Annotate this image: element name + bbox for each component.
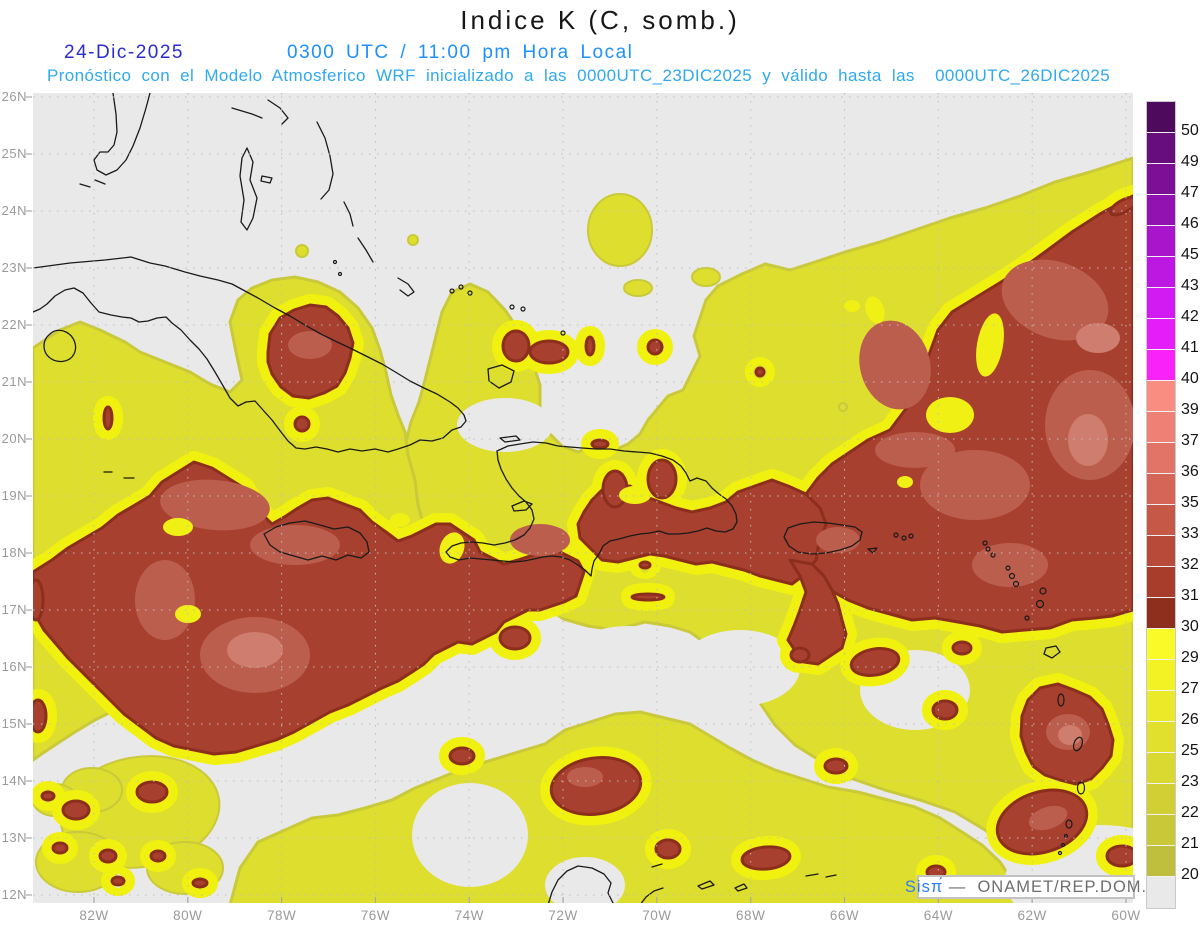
y-axis-tick-label: 15N [1,716,27,731]
y-axis-tick-label: 21N [1,374,27,389]
colorbar [1146,101,1176,909]
colorbar-cell [1147,629,1175,660]
colorbar-cell [1147,164,1175,195]
colorbar-level-label: 35.2 [1181,494,1200,511]
y-axis-tick-label: 16N [1,659,27,674]
x-axis-tick-label: 70W [642,908,672,923]
y-axis-tick-label: 26N [1,88,27,104]
watermark-badge: Sisπ́ — ONAMET/REP.DOM. [905,875,1146,899]
colorbar-level-label: 23.9 [1181,773,1200,790]
colorbar-cell [1147,350,1175,381]
x-axis-tick-label: 72W [548,908,578,923]
coastlines [33,93,1089,903]
colorbar-level-label: 37.8 [1181,432,1200,449]
x-axis-tick-label: 62W [1017,908,1047,923]
y-axis-tick-label: 20N [1,431,27,446]
y-axis-tick-label: 13N [1,830,27,846]
colorbar-cell [1147,226,1175,257]
axis-ticks [26,96,1127,903]
colorbar-cell [1147,846,1175,877]
x-axis-tick-label: 74W [454,908,484,923]
model-subtitle: Pronóstico con el Modelo Atmosferico WRF… [47,66,1111,85]
x-axis-tick-label: 68W [736,908,766,923]
colorbar-level-label: 36.5 [1181,463,1200,480]
colorbar-level-label: 30 [1181,618,1199,635]
y-axis-tick-label: 19N [1,488,27,503]
colorbar-level-label: 49.1 [1181,153,1200,170]
colorbar-level-label: 20 [1181,866,1199,883]
y-axis-tick-label: 18N [1,545,27,560]
y-axis-tick-label: 24N [1,202,27,218]
x-axis-tick-label: 80W [173,908,203,923]
colorbar-cell [1147,381,1175,412]
yellow-holes-in-red [163,296,1004,623]
colorbar-cell [1147,598,1175,629]
colorbar-cell [1147,443,1175,474]
colorbar-level-label: 32.6 [1181,556,1200,573]
colorbar-cell [1147,257,1175,288]
colorbar-cell [1147,815,1175,846]
colorbar-cell [1147,133,1175,164]
colorbar-cell [1147,567,1175,598]
colorbar-level-label: 33.9 [1181,525,1200,542]
watermark-suffix: — ONAMET/REP.DOM. [943,877,1148,896]
colorbar-cell [1147,753,1175,784]
x-axis-tick-label: 76W [360,908,391,923]
colorbar-level-label: 27.8 [1181,680,1200,697]
colorbar-level-label: 45.2 [1181,246,1200,263]
colorbar-level-label: 41.3 [1181,339,1200,356]
colorbar-level-label: 46.5 [1181,215,1200,232]
colorbar-cell [1147,288,1175,319]
colorbar-level-label: 50 [1181,122,1199,139]
y-axis-tick-label: 23N [1,259,27,275]
colorbar-cell [1147,784,1175,815]
y-axis-tick-label: 14N [1,773,27,788]
colorbar-level-label: 39.1 [1181,401,1200,418]
colorbar-level-label: 25.2 [1181,742,1200,759]
colorbar-cell [1147,195,1175,226]
colorbar-cell [1147,412,1175,443]
colorbar-cell [1147,474,1175,505]
y-axis-tick-label: 17N [1,602,27,617]
colorbar-level-label: 42.6 [1181,308,1200,325]
colorbar-level-label: 31.3 [1181,587,1200,604]
colorbar-level-label: 29.1 [1181,649,1200,666]
map-layers [33,93,1133,903]
colorbar-cell [1147,877,1175,908]
colorbar-cell [1147,319,1175,350]
x-axis-tick-label: 64W [923,908,953,923]
x-axis-tick-label: 60W [1111,908,1141,923]
x-axis-tick-label: 78W [266,908,297,923]
forecast-date: 24-Dic-2025 [64,42,184,63]
colorbar-level-label: 43.9 [1181,277,1200,294]
y-axis-tick-label: 22N [1,316,27,332]
colorbar-cell [1147,102,1175,133]
colorbar-cell [1147,691,1175,722]
colorbar-level-label: 22.6 [1181,804,1200,821]
x-axis-tick-label: 82W [79,908,109,923]
watermark-brand: Sisπ́ [904,877,944,896]
colorbar-level-label: 21.3 [1181,835,1200,852]
forecast-hour: 0300 UTC / 11:00 pm Hora Local [287,42,634,63]
colorbar-level-label: 26.5 [1181,711,1200,728]
colorbar-cell [1147,722,1175,753]
y-axis-tick-label: 12N [1,887,27,903]
colorbar-level-label: 40 [1181,370,1199,387]
y-axis-tick-label: 25N [1,145,27,161]
page-title: Indice K (C, somb.) [460,5,740,35]
colorbar-level-label: 47.8 [1181,184,1200,201]
x-axis-tick-label: 66W [829,908,860,923]
colorbar-cell [1147,660,1175,691]
colorbar-cell [1147,505,1175,536]
salmon-interior-patches [135,259,1133,831]
colorbar-cell [1147,536,1175,567]
